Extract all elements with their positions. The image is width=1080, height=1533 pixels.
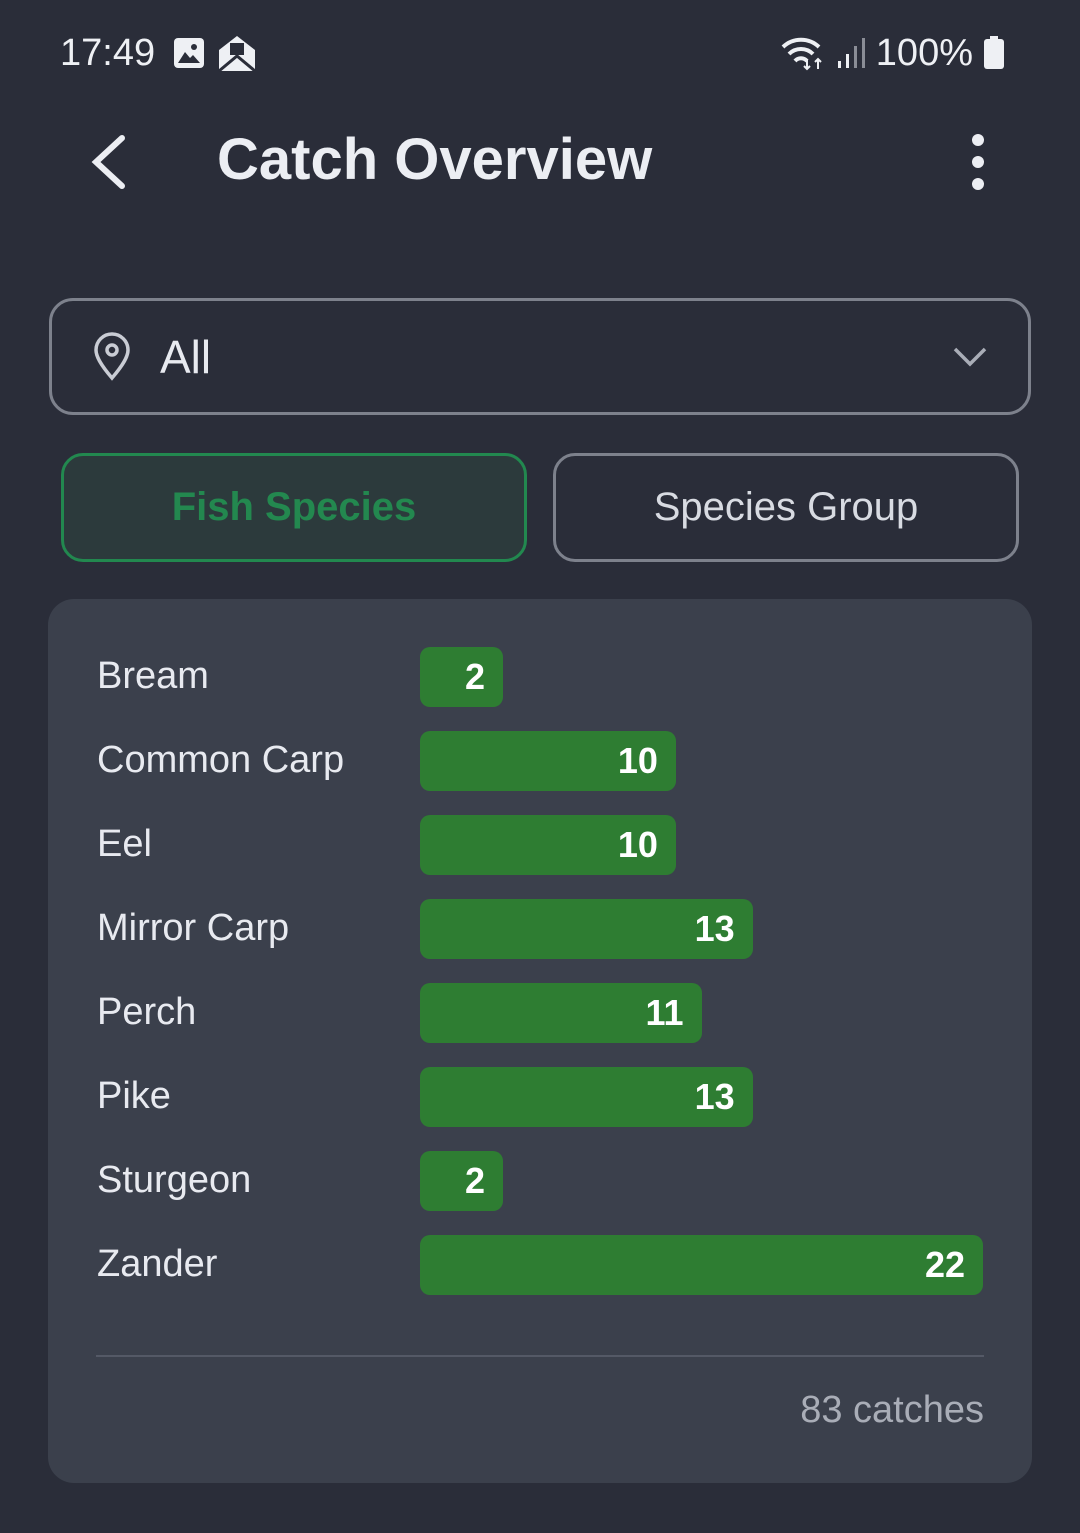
chart-row: Zander 22 [48, 1235, 1032, 1295]
category-label: Perch [97, 991, 197, 1033]
page-title: Catch Overview [217, 127, 653, 192]
bar: 2 [420, 1151, 503, 1211]
battery-level: 100% [875, 31, 973, 74]
chevron-down-icon [953, 347, 987, 366]
location-dropdown[interactable]: All [49, 298, 1031, 415]
bar: 13 [420, 899, 753, 959]
battery-icon [983, 36, 1005, 70]
mail-icon [217, 34, 257, 72]
chart-row: Eel 10 [48, 815, 1032, 875]
bar-value-label: 13 [694, 908, 735, 949]
wifi-icon [780, 35, 826, 71]
bar-value-label: 22 [924, 1244, 965, 1285]
status-bar: 17:49 100% [60, 30, 1005, 76]
bar-value-label: 10 [617, 740, 658, 781]
bar: 11 [420, 983, 702, 1043]
chart-row: Sturgeon 2 [48, 1151, 1032, 1211]
category-label: Pike [97, 1075, 171, 1117]
bar-value-label: 13 [694, 1076, 735, 1117]
bar-value-label: 2 [464, 656, 485, 697]
chart-row: Perch 11 [48, 983, 1032, 1043]
bar: 13 [420, 1067, 753, 1127]
bar: 10 [420, 731, 676, 791]
chart-row: Common Carp 10 [48, 731, 1032, 791]
divider [96, 1355, 984, 1357]
total-catches: 83 catches [800, 1389, 984, 1431]
chart-row: Bream 2 [48, 647, 1032, 707]
tab-species-group[interactable]: Species Group [553, 453, 1019, 562]
bar-value-label: 2 [464, 1160, 485, 1201]
bar: 10 [420, 815, 676, 875]
back-button[interactable] [88, 132, 130, 197]
chevron-left-icon [91, 135, 125, 189]
location-value: All [160, 330, 212, 383]
category-label: Zander [97, 1243, 218, 1285]
category-label: Mirror Carp [97, 907, 290, 949]
category-label: Common Carp [97, 739, 345, 781]
clock: 17:49 [60, 31, 156, 74]
more-vert-icon [972, 134, 984, 190]
image-icon [173, 37, 205, 69]
more-options-button[interactable] [960, 132, 996, 197]
bar-value-label: 11 [645, 992, 684, 1033]
tab-fish-species[interactable]: Fish Species [61, 453, 527, 562]
bar: 22 [420, 1235, 983, 1295]
catch-chart-card: Bream 2 Common Carp 10 Eel 10 Mirror Carp 13 Per… [48, 599, 1032, 1483]
category-label: Sturgeon [97, 1159, 252, 1201]
location-pin-icon [94, 331, 130, 381]
bar-value-label: 10 [617, 824, 658, 865]
chart-row: Pike 13 [48, 1067, 1032, 1127]
category-label: Bream [97, 655, 209, 697]
bar: 2 [420, 647, 503, 707]
chart-row: Mirror Carp 13 [48, 899, 1032, 959]
signal-icon [836, 37, 866, 69]
category-label: Eel [97, 823, 152, 865]
